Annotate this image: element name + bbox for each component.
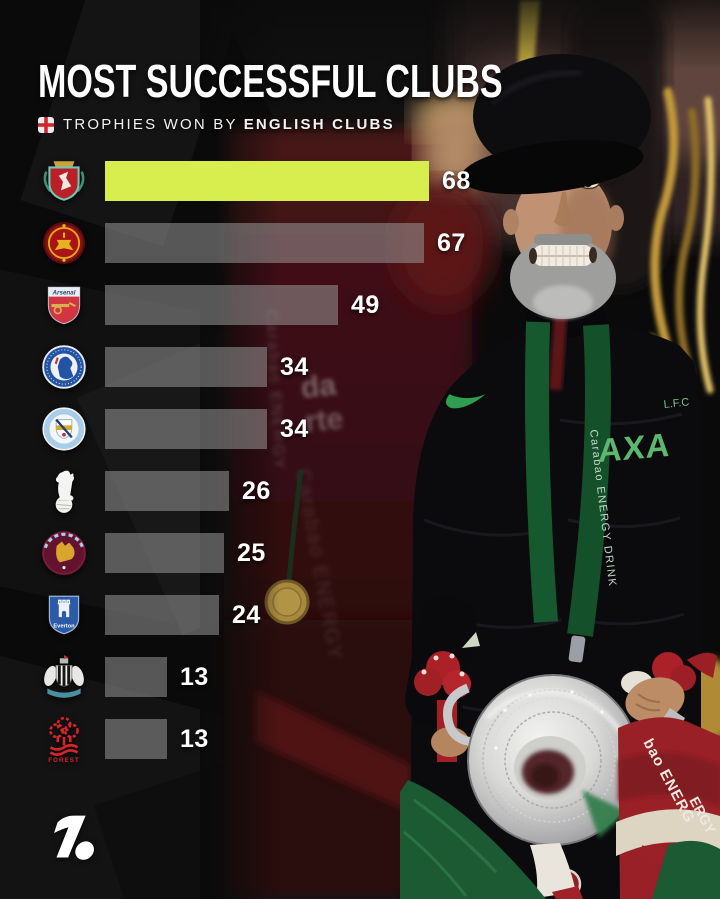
club-badge-liverpool [38,155,90,207]
svg-text:FOREST: FOREST [48,757,80,764]
chart-row: 25 [38,531,266,575]
bar [105,347,267,387]
bar [105,595,219,635]
subtitle-text: TROPHIES WON BY [63,116,238,133]
svg-text:Arsenal: Arsenal [52,290,76,297]
club-badge-manchester-city [38,403,90,455]
bar-value: 34 [280,352,309,381]
bar [105,719,167,759]
club-badge-newcastle [38,651,90,703]
club-badge-everton: Everton [38,589,90,641]
club-badge-manchester-united [38,217,90,269]
onefootball-logo [54,815,94,860]
chart-row: 34 [38,345,309,389]
subtitle-bold-text: ENGLISH CLUBS [243,116,395,133]
bar [105,657,167,697]
club-badge-aston-villa [38,527,90,579]
svg-text:rte: rte [303,402,345,439]
club-badge-tottenham [38,465,90,517]
header: MOST SUCCESSFUL CLUBS TROPHIES WON BY EN… [38,58,666,133]
axa-text: AXA [598,427,671,470]
bar [105,161,429,201]
chart-row: 34 [38,407,309,451]
chart-row: Arsenal 49 [38,285,380,325]
footer [38,808,108,873]
trophy-tag [530,843,576,898]
svg-text:da: da [299,368,338,405]
subtitle: TROPHIES WON BY ENGLISH CLUBS [38,116,666,133]
klopp-photo: da rte Carabao ENERGY Carabao ENERGY [200,0,720,899]
bar-value: 68 [442,166,471,195]
bar [105,409,267,449]
bar [105,285,338,325]
svg-text:Everton: Everton [53,624,75,630]
bar-value: 13 [180,662,209,691]
lfc-text: L.F.C [663,396,690,411]
carabao-podium: bao ENERG ERGY ERGY [616,717,720,899]
chart-row: 13 [38,655,209,698]
lanyard [525,321,558,623]
trophy-handle [443,683,476,747]
chart-row: 26 [38,470,271,513]
club-badge-arsenal: Arsenal [38,279,90,331]
bar [105,223,424,263]
bar-value: 67 [437,228,466,257]
page-title: MOST SUCCESSFUL CLUBS [38,55,503,107]
bar-value: 26 [242,476,271,505]
club-badge-chelsea [38,341,90,393]
bar [105,471,229,511]
bar-value: 25 [237,538,266,567]
club-badge-nottingham-forest: FOREST [38,713,90,765]
chart-row: FOREST 13 [38,716,209,764]
chart-row: Everton 24 [38,595,261,635]
green-table [400,780,546,899]
bar-value: 34 [280,414,309,443]
nike-swoosh [445,394,486,409]
bar [105,533,224,573]
medal-strap [286,469,304,583]
bar-value: 49 [351,290,380,319]
chart-row: 67 [38,222,466,264]
chart-row: 68 [38,161,471,201]
england-flag-icon [38,116,54,133]
bar-value: 13 [180,724,209,753]
bar-value: 24 [232,600,261,629]
